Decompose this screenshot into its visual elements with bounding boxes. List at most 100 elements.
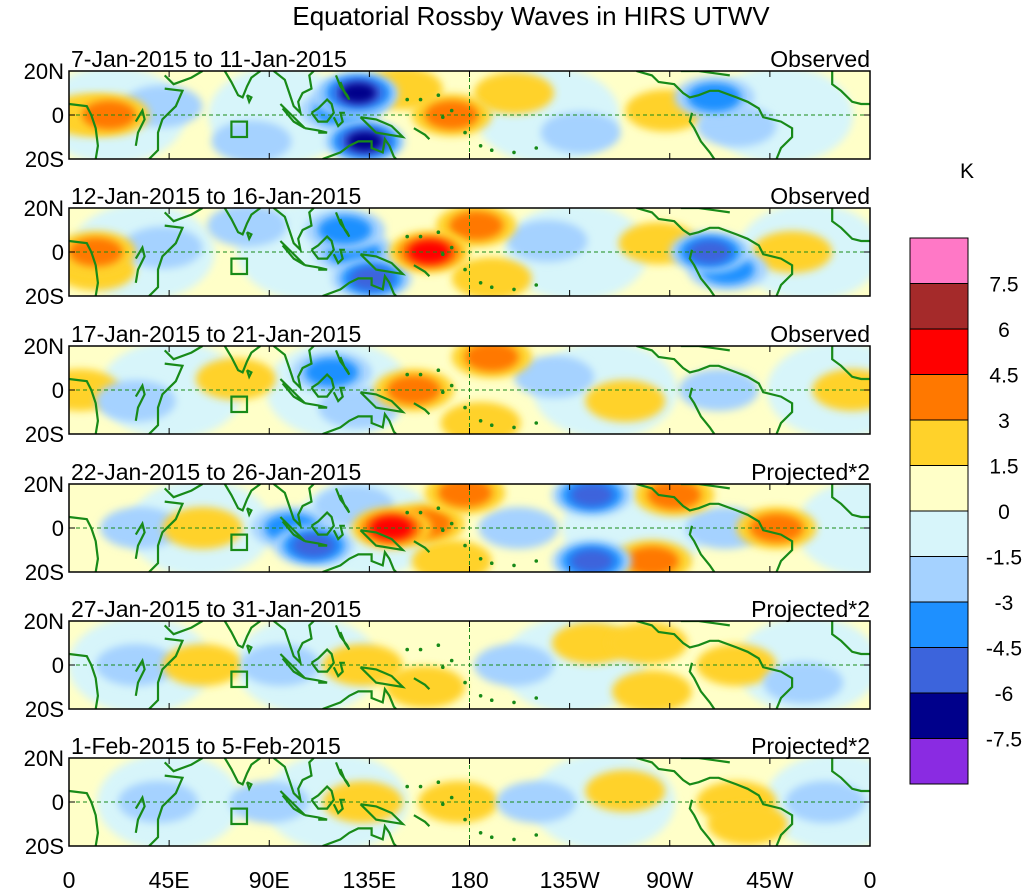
y-tick-label: 0 bbox=[52, 653, 64, 678]
anomaly-contour bbox=[540, 111, 621, 154]
arabia-coast bbox=[163, 484, 204, 499]
borneo-coast bbox=[310, 511, 335, 536]
australia-coast bbox=[322, 549, 397, 572]
americas-coast bbox=[636, 208, 794, 296]
west-africa-coast bbox=[831, 484, 870, 519]
island-dot bbox=[441, 115, 445, 119]
island-dot bbox=[436, 643, 441, 647]
sri-lanka-coast bbox=[245, 644, 253, 655]
anomaly-contour bbox=[207, 208, 287, 247]
island-dot bbox=[534, 559, 539, 563]
colorbar-swatch bbox=[909, 738, 969, 785]
x-tick-label: 90E bbox=[249, 867, 290, 890]
africa-coast bbox=[148, 637, 185, 709]
island-dot bbox=[418, 784, 423, 789]
colorbar-swatch bbox=[909, 374, 969, 421]
island-dot bbox=[512, 425, 516, 430]
y-tick-label: 0 bbox=[52, 378, 64, 403]
java-coast bbox=[304, 677, 328, 684]
colorbar-swatch bbox=[909, 510, 969, 557]
americas-coast bbox=[636, 758, 794, 846]
americas-coast bbox=[636, 621, 794, 709]
island-dot bbox=[463, 543, 467, 548]
africa-coast bbox=[148, 500, 185, 572]
map-panel: 20N 0 20S 7-Jan-2015 to 11-Jan-2015 Observed bbox=[24, 46, 871, 172]
colorbar-swatch bbox=[909, 283, 969, 330]
borneo-coast bbox=[310, 373, 335, 398]
philippines-coast bbox=[334, 624, 351, 651]
anomaly-contour bbox=[122, 226, 203, 269]
island-dot bbox=[512, 837, 516, 842]
island-dot bbox=[449, 521, 454, 526]
y-tick-label: 0 bbox=[52, 790, 64, 815]
island-dot bbox=[489, 561, 494, 565]
x-tick-label: 0 bbox=[63, 867, 76, 890]
australia-coast bbox=[322, 273, 397, 296]
anomaly-contour bbox=[304, 357, 359, 387]
coastlines bbox=[69, 346, 870, 434]
island-dot bbox=[418, 510, 423, 515]
island-dot bbox=[463, 267, 467, 272]
colorbar-swatch bbox=[909, 465, 969, 512]
panel-date-range: 22-Jan-2015 to 26-Jan-2015 bbox=[71, 459, 361, 485]
x-tick-label: 90W bbox=[646, 867, 694, 890]
philippines-coast bbox=[334, 761, 351, 788]
island-dot bbox=[534, 833, 539, 837]
africa-coast bbox=[148, 362, 185, 434]
africa-coast bbox=[148, 224, 185, 296]
anomaly-contour bbox=[687, 82, 742, 112]
south-america-west-coast bbox=[688, 249, 716, 296]
island-dot bbox=[534, 421, 539, 425]
sumatra-coast bbox=[279, 103, 306, 130]
new-guinea-coast bbox=[359, 391, 407, 414]
panel-kind: Projected*2 bbox=[751, 596, 870, 622]
island-dot bbox=[463, 405, 467, 410]
sri-lanka-coast bbox=[245, 94, 253, 105]
sulawesi-coast bbox=[332, 386, 345, 403]
solomon-coast bbox=[413, 814, 431, 827]
island-dot bbox=[449, 658, 454, 663]
anomaly-contour bbox=[607, 622, 688, 664]
y-tick-label: 0 bbox=[52, 240, 64, 265]
panel-kind: Observed bbox=[770, 46, 870, 72]
south-america-west-coast bbox=[688, 112, 716, 159]
colorbar-swatch bbox=[909, 647, 969, 694]
lake-coast bbox=[134, 107, 146, 146]
arabia-coast bbox=[163, 621, 204, 636]
anomaly-contour bbox=[322, 644, 403, 686]
island-dot bbox=[512, 563, 516, 568]
australia-coast bbox=[322, 136, 397, 159]
island-dot bbox=[449, 795, 454, 800]
africa-coast bbox=[69, 377, 100, 434]
philippines-coast bbox=[334, 349, 351, 376]
island-dot bbox=[489, 698, 494, 702]
caribbean-coast bbox=[680, 484, 730, 490]
africa-coast bbox=[69, 239, 100, 296]
island-dot bbox=[463, 130, 467, 135]
india-coast bbox=[223, 346, 262, 374]
island-dot bbox=[405, 510, 410, 515]
panel-kind: Observed bbox=[770, 321, 870, 347]
colorbar-label: -1.5 bbox=[986, 547, 1022, 570]
colorbar-label: 4.5 bbox=[989, 365, 1018, 388]
solomon-coast bbox=[413, 402, 431, 415]
anomaly-contour bbox=[438, 484, 492, 508]
solomon-coast bbox=[413, 127, 431, 140]
x-tick-label: 135E bbox=[343, 867, 397, 890]
island-dot bbox=[463, 680, 467, 685]
india-coast bbox=[223, 621, 262, 649]
island-dot bbox=[512, 150, 516, 155]
y-tick-label: 0 bbox=[52, 103, 64, 128]
americas-coast bbox=[636, 71, 794, 159]
x-tick-label: 45W bbox=[746, 867, 794, 890]
island-dot bbox=[478, 144, 483, 148]
anomaly-contour bbox=[118, 781, 198, 823]
sumatra-coast bbox=[279, 516, 306, 543]
colorbar-swatch bbox=[909, 556, 969, 603]
borneo-coast bbox=[310, 98, 335, 123]
anomaly-contour bbox=[82, 100, 136, 130]
anomaly-contour bbox=[69, 237, 123, 267]
anomaly-contour bbox=[570, 484, 613, 507]
caribbean-coast bbox=[680, 758, 730, 764]
island-dot bbox=[436, 93, 441, 97]
